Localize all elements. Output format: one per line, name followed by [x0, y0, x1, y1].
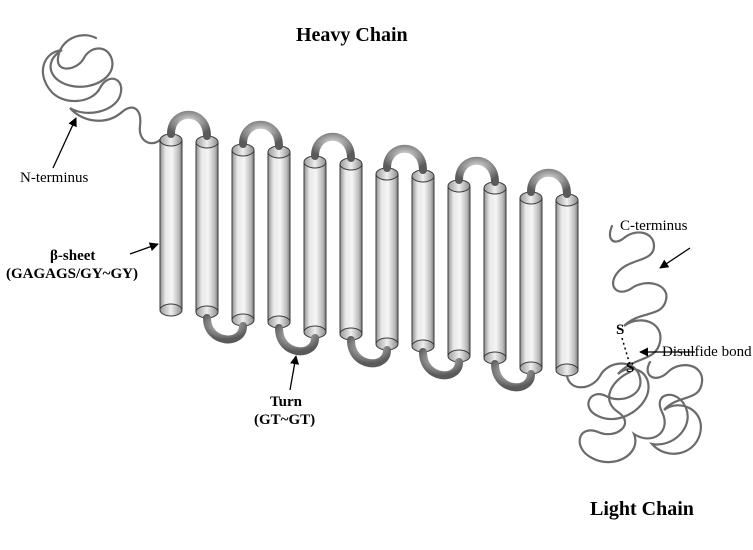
- beta-cylinder-9: [448, 180, 470, 362]
- beta-turn-top-6: [531, 173, 567, 194]
- beta-turn-top-3: [315, 137, 351, 158]
- disulfide-s-top: S: [616, 322, 624, 339]
- beta-turn-top-4: [387, 149, 423, 170]
- c-terminus-label: C-terminus: [620, 218, 688, 235]
- beta-cylinder-10: [484, 182, 506, 364]
- beta-cylinder-8: [412, 170, 434, 352]
- beta-cylinder-4: [268, 146, 290, 328]
- beta-turn-top-1: [171, 115, 207, 136]
- disulfide-label: Disulfide bond: [662, 344, 752, 361]
- arrow-beta-sheet: [130, 244, 158, 254]
- beta-cylinder-7: [376, 168, 398, 350]
- beta-cylinder-2: [196, 136, 218, 318]
- beta-turn-top-5: [459, 161, 495, 182]
- beta-cylinder-3: [232, 144, 254, 326]
- beta-cylinder-6: [340, 158, 362, 340]
- beta-cylinder-11: [520, 192, 542, 374]
- beta-turn-top-2: [243, 125, 279, 146]
- arrow-c-terminus: [660, 248, 690, 268]
- beta-sheet-label-2: (GAGAGS/GY~GY): [6, 266, 138, 283]
- beta-cylinder-1: [160, 134, 182, 316]
- light-chain-title: Light Chain: [590, 498, 694, 521]
- arrow-n-terminus: [53, 118, 76, 168]
- turn-label-2: (GT~GT): [254, 412, 315, 429]
- disulfide-s-bottom: S: [626, 360, 634, 377]
- heavy-chain-title: Heavy Chain: [296, 24, 408, 47]
- turn-label-1: Turn: [270, 394, 302, 411]
- n-terminus-coil: [43, 35, 160, 143]
- n-terminus-label: N-terminus: [20, 170, 88, 187]
- beta-sheet-label-1: β-sheet: [50, 248, 95, 265]
- beta-cylinder-5: [304, 156, 326, 338]
- arrow-turn: [290, 356, 296, 390]
- beta-cylinder-12: [556, 194, 578, 376]
